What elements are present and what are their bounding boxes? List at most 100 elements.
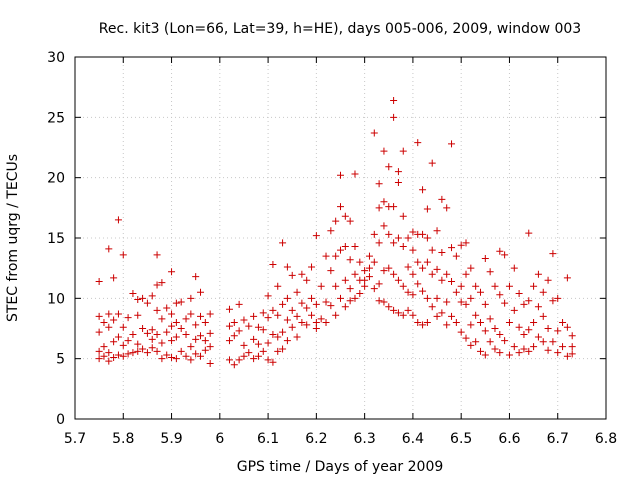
data-point-marker (390, 203, 398, 211)
data-point-marker (308, 263, 316, 271)
data-point-marker (390, 306, 398, 314)
data-point-marker (100, 343, 108, 351)
data-point-marker (293, 333, 301, 341)
data-point-marker (419, 264, 427, 272)
data-point-marker (351, 270, 359, 278)
y-tick-label: 25 (47, 110, 65, 126)
data-point-marker (153, 306, 161, 314)
data-point-marker (433, 227, 441, 235)
data-point-marker (327, 227, 335, 235)
data-point-marker (168, 268, 176, 276)
data-point-marker (332, 217, 340, 225)
data-point-marker (520, 300, 528, 308)
data-point-marker (520, 331, 528, 339)
data-point-marker (201, 318, 209, 326)
data-point-marker (312, 325, 320, 332)
data-point-marker (467, 294, 475, 302)
data-point-marker (505, 282, 513, 290)
data-point-marker (225, 356, 233, 364)
axis-ticks (74, 56, 607, 420)
data-point-marker (230, 318, 238, 326)
data-point-marker (380, 147, 388, 155)
data-point-marker (375, 280, 383, 288)
data-point-marker (119, 341, 127, 349)
data-point-marker (230, 332, 238, 340)
data-point-marker (438, 195, 446, 203)
y-tick-label: 5 (56, 352, 65, 368)
data-point-marker (100, 352, 108, 360)
data-point-marker (385, 163, 393, 171)
data-point-marker (341, 242, 349, 250)
data-point-marker (225, 305, 233, 313)
data-point-marker (462, 300, 470, 308)
data-point-marker (317, 315, 325, 323)
data-point-marker (168, 337, 176, 345)
data-point-marker (168, 310, 176, 318)
data-point-marker (110, 338, 118, 346)
y-tick-label: 10 (47, 291, 65, 307)
data-point-marker (201, 346, 209, 354)
x-tick-label: 6.1 (257, 431, 279, 447)
data-point-marker (419, 321, 427, 329)
x-tick-label: 6 (215, 431, 224, 447)
data-point-marker (496, 291, 504, 299)
data-point-marker (525, 347, 533, 355)
data-point-marker (312, 318, 320, 326)
data-point-marker (370, 258, 378, 266)
data-point-marker (534, 270, 542, 278)
data-point-marker (414, 318, 422, 326)
data-point-marker (110, 274, 118, 282)
data-point-marker (235, 356, 243, 364)
data-point-marker (332, 311, 340, 319)
data-point-marker (312, 232, 320, 240)
data-point-marker (399, 212, 407, 220)
data-point-marker (491, 345, 499, 353)
data-point-marker (409, 246, 417, 254)
x-tick-label: 5.9 (160, 431, 182, 447)
data-point-marker (394, 168, 402, 176)
data-point-marker (525, 229, 533, 237)
y-axis-label: STEC from uqrg / TECUs (5, 154, 21, 322)
chart-title: Rec. kit3 (Lon=66, Lat=39, h=HE), days 0… (99, 21, 581, 37)
data-point-marker (428, 303, 436, 311)
data-point-marker (206, 359, 214, 367)
data-point-marker (472, 282, 480, 290)
data-point-marker (119, 251, 127, 259)
data-point-marker (370, 129, 378, 137)
data-point-marker (95, 355, 103, 363)
data-point-marker (414, 258, 422, 266)
data-point-marker (134, 340, 142, 348)
x-axis-label: GPS time / Days of year 2009 (237, 459, 444, 475)
data-point-marker (559, 318, 567, 326)
data-point-marker (549, 250, 557, 258)
data-point-marker (279, 328, 287, 336)
data-point-marker (177, 347, 185, 355)
data-point-marker (250, 355, 258, 363)
data-point-marker (394, 178, 402, 186)
data-point-marker (105, 245, 113, 253)
data-point-marker (197, 332, 205, 340)
x-tick-label: 6.8 (595, 431, 617, 447)
data-point-marker (365, 273, 373, 281)
data-point-marker (327, 267, 335, 275)
data-point-marker (341, 212, 349, 220)
x-tick-label: 6.7 (547, 431, 569, 447)
data-point-marker (486, 315, 494, 323)
data-point-marker (235, 300, 243, 308)
data-point-marker (448, 140, 456, 148)
data-point-marker (394, 234, 402, 242)
data-point-marker (206, 310, 214, 318)
data-point-marker (177, 325, 185, 332)
data-point-marker (114, 351, 122, 359)
data-point-marker (414, 280, 422, 288)
data-point-marker (448, 312, 456, 320)
data-point-marker (486, 338, 494, 346)
data-point-marker (187, 343, 195, 351)
data-point-marker (148, 326, 156, 334)
data-point-marker (240, 341, 248, 349)
data-point-marker (462, 334, 470, 342)
data-point-marker (192, 350, 200, 358)
data-point-marker (554, 294, 562, 302)
data-point-marker (134, 347, 142, 355)
data-point-marker (457, 328, 465, 336)
